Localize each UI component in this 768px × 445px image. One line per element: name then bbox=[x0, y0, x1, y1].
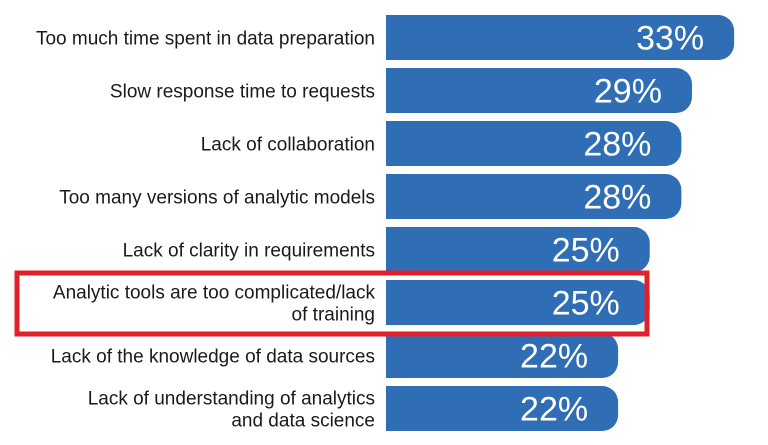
value-label-1: 29% bbox=[594, 73, 662, 111]
category-label-7: Lack of understanding of analytics and da… bbox=[88, 389, 375, 432]
value-label-4: 25% bbox=[552, 232, 620, 270]
category-label-1: Slow response time to requests bbox=[110, 82, 375, 103]
value-label-7: 22% bbox=[520, 391, 588, 429]
category-label-0: Too much time spent in data preparation bbox=[36, 29, 375, 50]
bar-5 bbox=[386, 280, 650, 325]
bar-0 bbox=[386, 15, 735, 60]
highlight-box bbox=[14, 270, 650, 337]
category-label-2-line-0: Lack of collaboration bbox=[201, 135, 375, 156]
category-label-6: Lack of the knowledge of data sources bbox=[51, 347, 375, 368]
category-label-3-line-0: Too many versions of analytic models bbox=[59, 188, 375, 209]
value-labels: 33% 29% 28% 28% 25% 25% 22% 22% bbox=[520, 20, 704, 429]
highlight-layer bbox=[14, 270, 650, 337]
bar-3 bbox=[386, 174, 682, 219]
category-label-0-line-0: Too much time spent in data preparation bbox=[36, 29, 375, 50]
value-label-2: 28% bbox=[583, 126, 651, 164]
category-label-7-line-0: Lack of understanding of analytics bbox=[88, 389, 375, 410]
category-label-4-line-0: Lack of clarity in requirements bbox=[123, 241, 375, 262]
category-label-6-line-0: Lack of the knowledge of data sources bbox=[51, 347, 375, 368]
category-labels: Too much time spent in data preparation S… bbox=[36, 29, 376, 432]
category-label-5-line-0: Analytic tools are too complicated/lack bbox=[53, 283, 376, 304]
bar-7 bbox=[386, 386, 619, 431]
bar-series bbox=[386, 15, 735, 431]
bar-2 bbox=[386, 121, 682, 166]
value-label-0: 33% bbox=[636, 20, 704, 58]
category-label-4: Lack of clarity in requirements bbox=[123, 241, 375, 262]
category-label-2: Lack of collaboration bbox=[201, 135, 375, 156]
category-label-5-line-1: of training bbox=[292, 305, 375, 326]
bar-4 bbox=[386, 227, 650, 272]
category-label-5: Analytic tools are too complicated/lack o… bbox=[53, 283, 376, 326]
value-label-3: 28% bbox=[583, 179, 651, 217]
category-label-7-line-1: and data science bbox=[231, 411, 375, 432]
value-label-6: 22% bbox=[520, 338, 588, 376]
bar-1 bbox=[386, 68, 692, 113]
value-label-5: 25% bbox=[552, 285, 620, 323]
category-label-1-line-0: Slow response time to requests bbox=[110, 82, 375, 103]
category-label-3: Too many versions of analytic models bbox=[59, 188, 375, 209]
bar-6 bbox=[386, 333, 619, 378]
